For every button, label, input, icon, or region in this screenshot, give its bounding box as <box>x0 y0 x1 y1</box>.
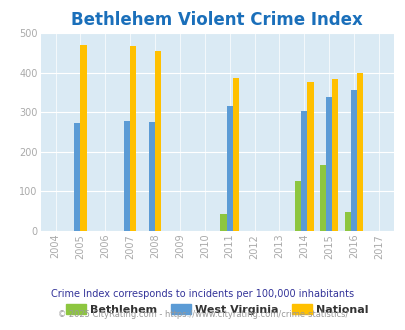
Bar <box>331 79 338 231</box>
Bar <box>124 121 130 231</box>
Bar <box>80 45 86 231</box>
Title: Bethlehem Violent Crime Index: Bethlehem Violent Crime Index <box>71 11 362 29</box>
Bar <box>232 78 239 231</box>
Bar <box>301 111 307 231</box>
Bar <box>307 82 313 231</box>
Bar <box>74 123 80 231</box>
Bar <box>294 181 301 231</box>
Bar <box>149 122 155 231</box>
Bar <box>319 165 325 231</box>
Bar <box>226 106 232 231</box>
Bar <box>344 213 350 231</box>
Bar <box>325 97 331 231</box>
Bar <box>356 73 362 231</box>
Bar <box>220 214 226 231</box>
Legend: Bethlehem, West Virginia, National: Bethlehem, West Virginia, National <box>61 300 372 319</box>
Bar <box>155 51 161 231</box>
Bar <box>350 90 356 231</box>
Text: Crime Index corresponds to incidents per 100,000 inhabitants: Crime Index corresponds to incidents per… <box>51 289 354 299</box>
Bar <box>130 46 136 231</box>
Text: © 2025 CityRating.com - https://www.cityrating.com/crime-statistics/: © 2025 CityRating.com - https://www.city… <box>58 310 347 319</box>
